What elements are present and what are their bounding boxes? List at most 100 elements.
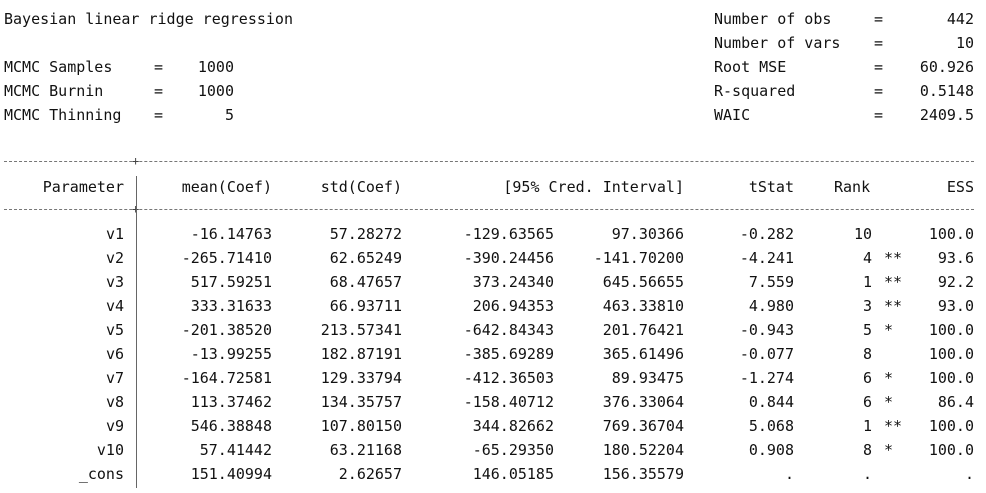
cell-std: 62.65249 xyxy=(329,249,402,267)
mcmc-thinning-label: MCMC Thinning xyxy=(4,106,122,124)
cell-rank: 1 xyxy=(862,273,872,291)
mcmc-burnin-value: 1000 xyxy=(197,82,234,100)
cell-ci-hi: -141.70200 xyxy=(593,249,684,267)
cell-mean: -164.72581 xyxy=(181,369,272,387)
cell-ci-lo: -642.84343 xyxy=(463,321,554,339)
cell-sig: ** xyxy=(884,297,903,315)
cell-ci-lo: 206.94353 xyxy=(472,297,554,315)
stat-label: Number of vars xyxy=(714,34,841,52)
cell-ci-lo: -385.69289 xyxy=(463,345,554,363)
table-top-rule xyxy=(4,161,974,162)
cell-mean: 113.37462 xyxy=(190,393,272,411)
cell-param: v7 xyxy=(105,369,124,387)
cell-rank: 5 xyxy=(862,321,872,339)
cell-param: v6 xyxy=(105,345,124,363)
cell-sig: * xyxy=(884,441,894,459)
cell-ci-lo: 146.05185 xyxy=(472,465,554,483)
cell-ess: 86.4 xyxy=(937,393,974,411)
cell-ci-lo: -65.29350 xyxy=(472,441,554,459)
cell-tstat: 0.844 xyxy=(748,393,794,411)
stat-eq: = xyxy=(874,34,884,52)
header-ci: [95% Cred. Interval] xyxy=(503,178,684,196)
mcmc-thinning-eq: = xyxy=(154,106,164,124)
cell-tstat: 0.908 xyxy=(748,441,794,459)
cell-param: v8 xyxy=(105,393,124,411)
mcmc-samples-value: 1000 xyxy=(197,58,234,76)
cell-std: 66.93711 xyxy=(329,297,402,315)
cell-std: 2.62657 xyxy=(338,465,402,483)
cell-param: _cons xyxy=(78,465,124,483)
cell-rank: 8 xyxy=(862,345,872,363)
cell-ess: 93.0 xyxy=(937,297,974,315)
header-rank: Rank xyxy=(834,178,871,196)
cell-ci-lo: -412.36503 xyxy=(463,369,554,387)
stat-value: 0.5148 xyxy=(919,82,974,100)
table-header-rule-joint: + xyxy=(132,202,140,216)
mcmc-burnin-eq: = xyxy=(154,82,164,100)
cell-rank: 6 xyxy=(862,393,872,411)
page-title: Bayesian linear ridge regression xyxy=(4,10,293,28)
cell-ci-hi: 156.35579 xyxy=(602,465,684,483)
cell-ess: 100.0 xyxy=(928,441,974,459)
stat-value: 442 xyxy=(946,10,974,28)
mcmc-thinning-value: 5 xyxy=(224,106,234,124)
cell-ess: 100.0 xyxy=(928,417,974,435)
cell-tstat: 5.068 xyxy=(748,417,794,435)
stat-value: 10 xyxy=(955,34,974,52)
cell-std: 63.21168 xyxy=(329,441,402,459)
stat-eq: = xyxy=(874,10,884,28)
cell-ci-lo: 373.24340 xyxy=(472,273,554,291)
cell-mean: -13.99255 xyxy=(190,345,272,363)
stat-eq: = xyxy=(874,58,884,76)
cell-param: v4 xyxy=(105,297,124,315)
header-std: std(Coef) xyxy=(320,178,402,196)
cell-mean: -16.14763 xyxy=(190,225,272,243)
cell-tstat: -0.943 xyxy=(739,321,794,339)
header-tstat: tStat xyxy=(748,178,794,196)
mcmc-samples-eq: = xyxy=(154,58,164,76)
cell-rank: . xyxy=(862,465,872,483)
cell-sig: * xyxy=(884,393,894,411)
cell-ci-hi: 376.33064 xyxy=(602,393,684,411)
mcmc-burnin-label: MCMC Burnin xyxy=(4,82,104,100)
cell-param: v10 xyxy=(96,441,124,459)
cell-rank: 10 xyxy=(853,225,872,243)
table-top-rule-joint: + xyxy=(132,154,140,168)
cell-tstat: -1.274 xyxy=(739,369,794,387)
cell-ci-hi: 365.61496 xyxy=(602,345,684,363)
mcmc-samples-label: MCMC Samples xyxy=(4,58,113,76)
cell-ci-lo: 344.82662 xyxy=(472,417,554,435)
header-parameter: Parameter xyxy=(42,178,124,196)
cell-tstat: 4.980 xyxy=(748,297,794,315)
cell-ess: 92.2 xyxy=(937,273,974,291)
cell-sig: ** xyxy=(884,417,903,435)
stat-value: 60.926 xyxy=(919,58,974,76)
cell-param: v5 xyxy=(105,321,124,339)
cell-mean: 333.31633 xyxy=(190,297,272,315)
cell-ci-lo: -129.63565 xyxy=(463,225,554,243)
cell-ess: 100.0 xyxy=(928,369,974,387)
cell-std: 68.47657 xyxy=(329,273,402,291)
cell-param: v2 xyxy=(105,249,124,267)
stat-label: Root MSE xyxy=(714,58,787,76)
cell-tstat: . xyxy=(784,465,794,483)
stat-eq: = xyxy=(874,82,884,100)
cell-ci-hi: 97.30366 xyxy=(611,225,684,243)
cell-std: 57.28272 xyxy=(329,225,402,243)
cell-rank: 6 xyxy=(862,369,872,387)
cell-mean: 151.40994 xyxy=(190,465,272,483)
cell-ci-hi: 463.33810 xyxy=(602,297,684,315)
cell-std: 107.80150 xyxy=(320,417,402,435)
cell-tstat: 7.559 xyxy=(748,273,794,291)
stat-label: R-squared xyxy=(714,82,796,100)
cell-ess: 100.0 xyxy=(928,345,974,363)
stat-value: 2409.5 xyxy=(919,106,974,124)
cell-mean: -201.38520 xyxy=(181,321,272,339)
cell-rank: 8 xyxy=(862,441,872,459)
cell-sig: ** xyxy=(884,273,903,291)
cell-ci-hi: 180.52204 xyxy=(602,441,684,459)
stat-label: WAIC xyxy=(714,106,751,124)
cell-rank: 1 xyxy=(862,417,872,435)
stat-eq: = xyxy=(874,106,884,124)
cell-mean: 517.59251 xyxy=(190,273,272,291)
